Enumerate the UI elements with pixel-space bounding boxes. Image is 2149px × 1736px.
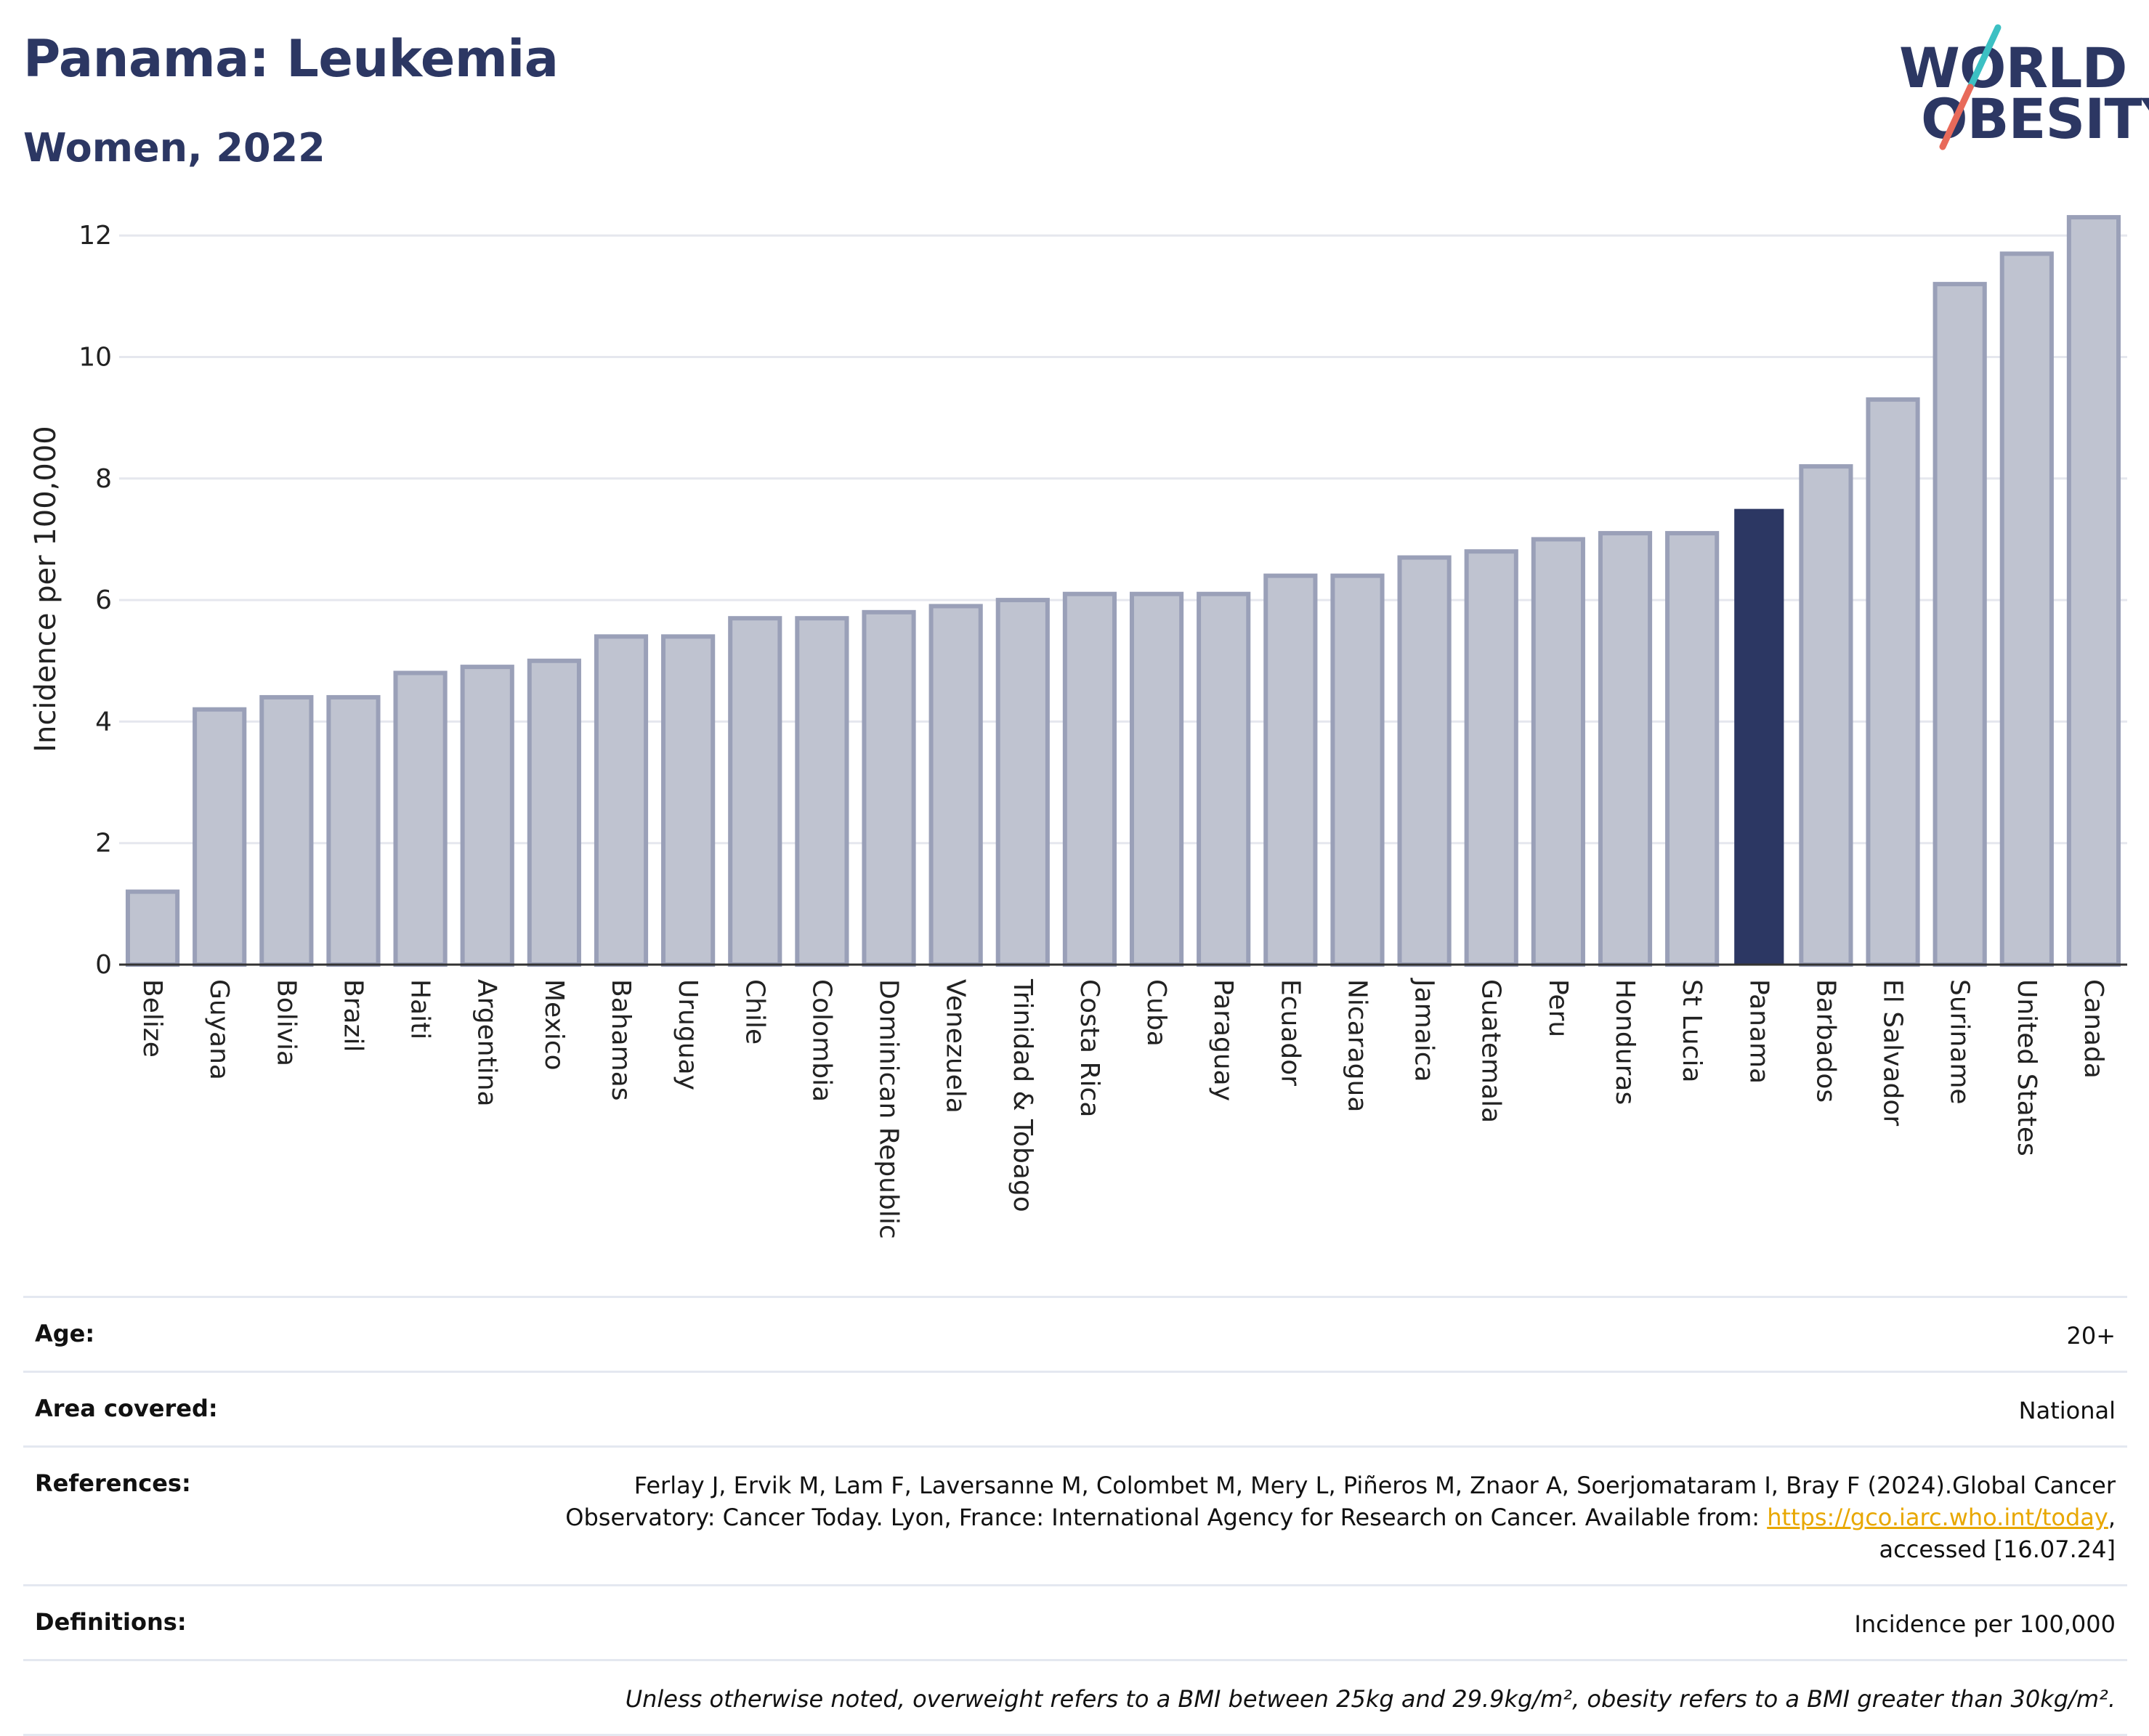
references-text-1: Ferlay J, Ervik M, Lam F, Laversanne M, … [634, 1472, 2116, 1499]
x-tick-label: Canada [2079, 979, 2108, 1079]
x-tick-label: Suriname [1945, 979, 1975, 1105]
x-tick-label: Barbados [1810, 979, 1840, 1103]
x-tick-label: Dominican Republic [874, 979, 904, 1239]
y-tick-label: 10 [78, 342, 112, 372]
bar-canada [2066, 215, 2121, 968]
x-tick-label: El Salvador [1878, 979, 1908, 1126]
x-tick-label: Brazil [338, 979, 368, 1052]
x-tick-label: Guyana [204, 979, 234, 1080]
x-tick-label: Cuba [1141, 979, 1171, 1047]
logo-slash-icon [1939, 24, 2002, 150]
x-tick-label: Argentina [472, 979, 502, 1107]
info-row-references: References: Ferlay J, Ervik M, Lam F, La… [23, 1445, 2127, 1584]
bar-guyana [193, 707, 247, 968]
bar-bolivia [259, 694, 314, 968]
info-row-note: Unless otherwise noted, overweight refer… [23, 1659, 2127, 1736]
page-subtitle: Women, 2022 [23, 125, 325, 171]
bar-honduras [1598, 531, 1653, 968]
x-tick-label: Panama [1744, 979, 1773, 1084]
bar-ecuador [1263, 573, 1318, 967]
bar-st-lucia [1665, 531, 1720, 968]
x-tick-label: St Lucia [1677, 979, 1707, 1083]
y-tick-label: 2 [95, 829, 112, 859]
bar-united-states [1999, 251, 2054, 968]
logo-line-1: WORLD [1899, 36, 2127, 100]
bar-cuba [1129, 591, 1184, 967]
bar-venezuela [928, 604, 983, 967]
bar-jamaica [1397, 555, 1452, 967]
area-value: National [2018, 1397, 2116, 1424]
info-row-definitions: Definitions: Incidence per 100,000 [23, 1584, 2127, 1659]
references-label: References: [35, 1469, 191, 1497]
x-tick-label: Paraguay [1208, 979, 1238, 1101]
bar-chart: 0 2 4 6 8 10 12 Incidence per 100,000 Belize Guya… [29, 215, 2127, 1239]
bar-bahamas [594, 634, 649, 967]
y-tick-label: 4 [95, 707, 112, 737]
age-value: 20+ [2066, 1322, 2116, 1350]
bmi-note: Unless otherwise noted, overweight refer… [625, 1685, 2116, 1713]
x-tick-label: Ecuador [1275, 979, 1305, 1086]
info-table: Age: 20+ Area covered: National Referenc… [23, 1296, 2127, 1736]
x-tick-label: United States [2012, 979, 2041, 1156]
x-tick-label: Colombia [806, 979, 836, 1102]
definitions-value: Incidence per 100,000 [1854, 1610, 2116, 1638]
y-tick-label: 6 [95, 585, 112, 615]
x-tick-label: Peru [1543, 979, 1573, 1037]
x-tick-label: Venezuela [941, 979, 971, 1114]
bar-panama [1734, 508, 1784, 965]
x-tick-label: Uruguay [673, 979, 703, 1090]
x-tick-label: Honduras [1610, 979, 1640, 1105]
x-tick-label: Costa Rica [1074, 979, 1104, 1117]
bar-paraguay [1197, 591, 1251, 967]
y-tick-label: 12 [78, 221, 112, 251]
x-tick-label: Bolivia [271, 979, 301, 1066]
bar-colombia [795, 616, 849, 967]
info-row-area: Area covered: National [23, 1371, 2127, 1445]
y-axis-label: Incidence per 100,000 [29, 426, 62, 753]
x-tick-label: Bahamas [606, 979, 636, 1101]
x-tick-label: Nicaragua [1342, 979, 1372, 1112]
bar-costa-rica [1062, 591, 1117, 967]
bar-brazil [326, 694, 381, 968]
world-obesity-logo: WORLD OBESITY [1889, 22, 2149, 153]
age-label: Age: [35, 1320, 95, 1347]
bar-trinidad-tobago [995, 598, 1050, 967]
y-tick-label: 0 [95, 950, 112, 980]
references-link[interactable]: https://gco.iarc.who.int/today [1767, 1504, 2108, 1531]
bar-suriname [1933, 282, 1987, 968]
x-tick-label: Mexico [539, 979, 569, 1071]
bar-dominican-republic [862, 609, 916, 967]
bar-chile [728, 616, 782, 967]
x-tick-label: Trinidad & Tobago [1008, 978, 1037, 1212]
bar-nicaragua [1330, 573, 1385, 967]
area-label: Area covered: [35, 1395, 218, 1422]
x-tick-label: Jamaica [1409, 978, 1439, 1082]
bar-el-salvador [1866, 397, 1920, 967]
bar-barbados [1799, 464, 1853, 968]
bar-mexico [527, 658, 581, 967]
page-title: Panama: Leukemia [23, 29, 559, 89]
references-value: Ferlay J, Ervik M, Lam F, Laversanne M, … [565, 1472, 2116, 1563]
x-tick-label: Chile [740, 979, 769, 1045]
info-row-age: Age: 20+ [23, 1296, 2127, 1371]
bar-haiti [393, 670, 448, 967]
bar-peru [1531, 537, 1585, 967]
x-tick-label: Belize [137, 979, 167, 1058]
definitions-label: Definitions: [35, 1608, 187, 1636]
bar-guatemala [1464, 549, 1518, 967]
y-tick-label: 8 [95, 464, 112, 494]
bar-argentina [460, 665, 514, 967]
bar-uruguay [661, 634, 716, 967]
references-text-2: Observatory: Cancer Today. Lyon, France:… [565, 1504, 1760, 1531]
references-text-3: accessed [16.07.24] [1879, 1536, 2116, 1563]
x-tick-label: Haiti [405, 979, 435, 1039]
bar-belize [125, 889, 180, 967]
x-tick-label: Guatemala [1476, 979, 1506, 1123]
